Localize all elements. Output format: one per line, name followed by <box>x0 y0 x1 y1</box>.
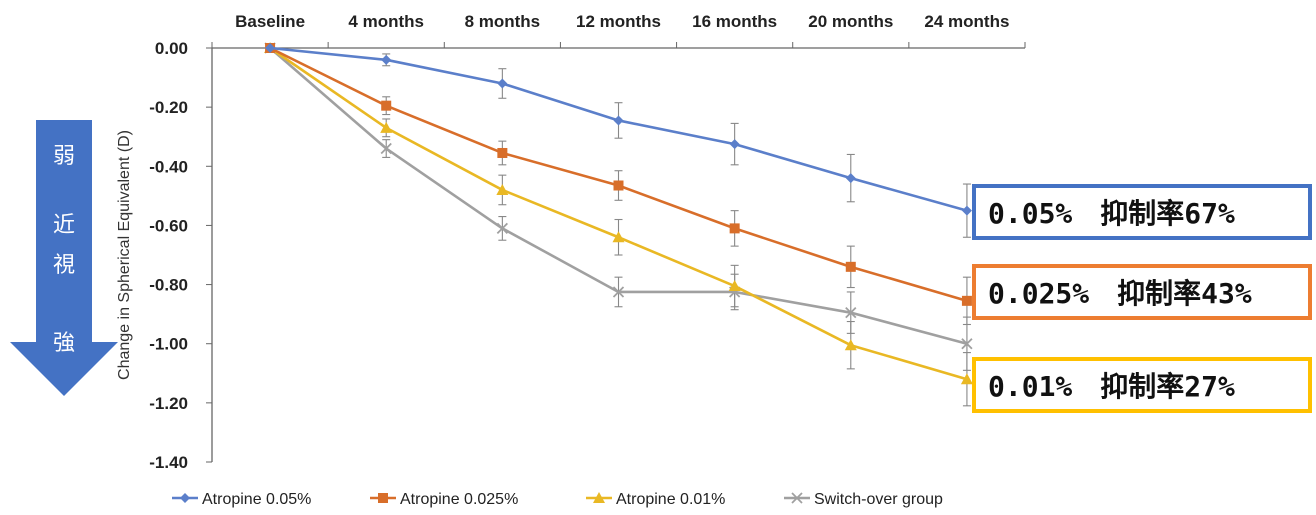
legend-marker <box>378 493 388 503</box>
legend-marker <box>791 492 803 504</box>
data-point <box>844 339 857 351</box>
error-bars <box>382 53 971 407</box>
down-arrow-shape <box>10 120 118 396</box>
data-point <box>845 173 856 184</box>
y-tick-label: -1.00 <box>149 335 188 354</box>
x-tick-label: 12 months <box>576 12 661 31</box>
axes: Baseline 4 months 8 months 12 months 16 mont… <box>116 12 1026 472</box>
x-tick-label: Baseline <box>235 12 305 31</box>
y-tick-label: 0.00 <box>155 39 188 58</box>
x-tick-label: 24 months <box>924 12 1009 31</box>
data-point <box>380 121 393 133</box>
data-point <box>845 307 857 319</box>
data-point <box>961 338 973 350</box>
x-tick-label: 8 months <box>465 12 541 31</box>
data-point <box>961 295 972 306</box>
data-point <box>497 78 508 89</box>
data-point <box>728 280 741 292</box>
arrow-label-top-text: 弱 <box>53 144 75 169</box>
data-point <box>960 373 973 385</box>
y-tick-label: -0.60 <box>149 216 188 235</box>
legend-label: Atropine 0.01% <box>616 491 725 508</box>
data-point <box>613 180 624 191</box>
legend: Atropine 0.05% Atropine 0.025% Atropine 0.… <box>172 491 943 508</box>
data-point <box>497 147 508 158</box>
callout-atropine-001: 0.01% 抑制率27% <box>972 357 1312 413</box>
data-point <box>961 205 972 216</box>
data-point <box>380 142 392 155</box>
legend-marker <box>180 493 190 503</box>
data-point <box>496 183 509 195</box>
data-point <box>496 222 508 235</box>
data-point <box>612 231 625 243</box>
data-point <box>612 286 625 298</box>
x-tick-label: 4 months <box>348 12 424 31</box>
arrow-label-mid-text: 視 <box>53 253 75 278</box>
callout-atropine-005: 0.05% 抑制率67% <box>972 184 1312 240</box>
x-tick-label: 16 months <box>692 12 777 31</box>
data-point <box>381 100 392 111</box>
callout-text: 0.025% 抑制率43% <box>988 277 1252 310</box>
legend-label: Atropine 0.05% <box>202 491 311 508</box>
y-tick-label: -0.40 <box>149 157 188 176</box>
data-point <box>613 115 624 126</box>
y-tick-label: -1.40 <box>149 453 188 472</box>
legend-label: Switch-over group <box>814 491 943 508</box>
callout-text: 0.01% 抑制率27% <box>988 370 1235 403</box>
y-tick-label: -1.20 <box>149 394 188 413</box>
callout-text: 0.05% 抑制率67% <box>988 197 1235 230</box>
series-line <box>269 46 968 381</box>
arrow-label-bottom-text: 強 <box>53 331 75 356</box>
data-point <box>729 223 740 234</box>
arrow-label-mid-text: 近 <box>53 213 75 238</box>
series <box>264 42 973 385</box>
x-tick-label: 20 months <box>808 12 893 31</box>
data-point <box>265 43 276 53</box>
callout-atropine-0025: 0.025% 抑制率43% <box>972 264 1312 320</box>
data-point <box>729 139 740 150</box>
data-point <box>845 261 856 272</box>
legend-marker <box>593 492 605 503</box>
y-axis-label: Change in Spherical Equivalent (D) <box>116 130 133 380</box>
y-tick-label: -0.80 <box>149 276 188 295</box>
data-point <box>381 54 392 65</box>
y-tick-label: -0.20 <box>149 98 188 117</box>
legend-label: Atropine 0.025% <box>400 491 518 508</box>
